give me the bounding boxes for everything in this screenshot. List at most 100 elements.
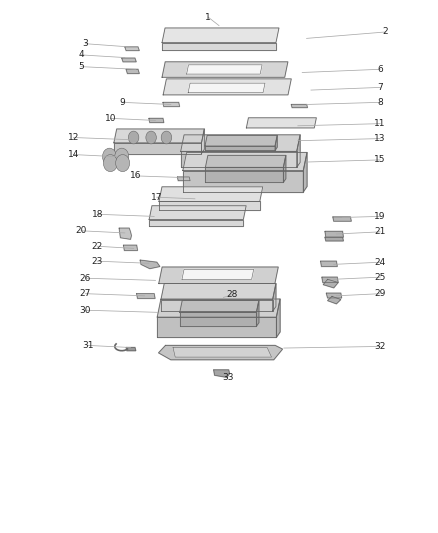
Polygon shape (272, 284, 276, 311)
Polygon shape (159, 201, 260, 210)
Text: 22: 22 (92, 242, 103, 251)
Polygon shape (159, 345, 283, 360)
Text: 8: 8 (377, 98, 383, 107)
Circle shape (146, 131, 156, 144)
Polygon shape (283, 156, 286, 182)
Polygon shape (161, 284, 276, 300)
Circle shape (103, 155, 117, 172)
Text: 24: 24 (374, 258, 386, 266)
Polygon shape (180, 151, 297, 167)
Text: 20: 20 (75, 227, 87, 235)
Text: 23: 23 (92, 257, 103, 265)
Polygon shape (291, 104, 307, 108)
Polygon shape (183, 152, 307, 171)
Text: 14: 14 (68, 150, 79, 159)
Polygon shape (162, 43, 276, 50)
Polygon shape (162, 62, 288, 77)
Polygon shape (187, 65, 262, 74)
Polygon shape (180, 135, 300, 151)
Polygon shape (201, 129, 204, 154)
Polygon shape (304, 152, 307, 192)
Text: 10: 10 (105, 114, 116, 123)
Polygon shape (161, 300, 272, 311)
Polygon shape (188, 83, 265, 93)
Circle shape (116, 155, 130, 172)
Polygon shape (177, 177, 190, 181)
Polygon shape (325, 237, 343, 241)
Text: 25: 25 (374, 273, 386, 281)
Text: 19: 19 (374, 212, 386, 221)
Text: 17: 17 (151, 193, 162, 201)
Circle shape (115, 148, 129, 165)
Text: 16: 16 (130, 172, 141, 180)
Text: 11: 11 (374, 119, 386, 128)
Polygon shape (163, 102, 180, 107)
Text: 3: 3 (82, 39, 88, 48)
Polygon shape (126, 348, 136, 351)
Text: 28: 28 (226, 290, 238, 299)
Polygon shape (157, 299, 280, 317)
Polygon shape (157, 317, 276, 337)
Polygon shape (183, 171, 304, 192)
Text: 6: 6 (377, 65, 383, 74)
Text: 5: 5 (78, 62, 84, 71)
Polygon shape (322, 277, 338, 282)
Text: 18: 18 (92, 210, 103, 219)
Polygon shape (122, 58, 136, 62)
Circle shape (102, 148, 117, 165)
Circle shape (128, 131, 139, 144)
Polygon shape (126, 69, 139, 74)
Text: 12: 12 (68, 133, 79, 142)
Polygon shape (114, 143, 201, 154)
Polygon shape (173, 348, 272, 357)
Text: 33: 33 (222, 373, 233, 382)
Polygon shape (180, 301, 259, 312)
Text: 13: 13 (374, 134, 386, 143)
Polygon shape (182, 269, 254, 279)
Polygon shape (114, 129, 204, 143)
Polygon shape (328, 296, 341, 304)
Polygon shape (333, 217, 351, 221)
Text: 15: 15 (374, 156, 386, 164)
Polygon shape (214, 370, 230, 377)
Text: 26: 26 (80, 274, 91, 282)
Polygon shape (119, 228, 131, 239)
Polygon shape (323, 279, 338, 288)
Polygon shape (124, 245, 138, 251)
Polygon shape (125, 47, 139, 51)
Polygon shape (205, 156, 286, 167)
Polygon shape (149, 206, 246, 220)
Polygon shape (321, 261, 337, 266)
Text: 29: 29 (374, 289, 386, 298)
Polygon shape (180, 312, 257, 326)
Polygon shape (325, 231, 343, 237)
Polygon shape (326, 293, 342, 298)
Text: 27: 27 (80, 289, 91, 298)
Polygon shape (205, 135, 277, 146)
Polygon shape (137, 294, 155, 298)
Text: 4: 4 (78, 51, 84, 59)
Polygon shape (162, 28, 279, 43)
Polygon shape (205, 167, 283, 182)
Polygon shape (275, 135, 277, 150)
Polygon shape (163, 79, 291, 95)
Polygon shape (257, 301, 259, 326)
Text: 30: 30 (80, 306, 91, 314)
Polygon shape (159, 267, 278, 284)
Polygon shape (159, 187, 263, 201)
Polygon shape (149, 220, 244, 226)
Text: 9: 9 (119, 98, 125, 107)
Polygon shape (246, 118, 316, 128)
Text: 31: 31 (82, 341, 93, 350)
Text: 21: 21 (374, 228, 386, 236)
Text: 32: 32 (374, 342, 386, 351)
Polygon shape (149, 118, 164, 123)
Text: 1: 1 (205, 13, 211, 21)
Polygon shape (276, 299, 280, 337)
Circle shape (161, 131, 172, 144)
Text: 2: 2 (383, 28, 388, 36)
Polygon shape (140, 260, 160, 269)
Polygon shape (205, 146, 275, 150)
Text: 7: 7 (377, 83, 383, 92)
Polygon shape (297, 135, 300, 167)
